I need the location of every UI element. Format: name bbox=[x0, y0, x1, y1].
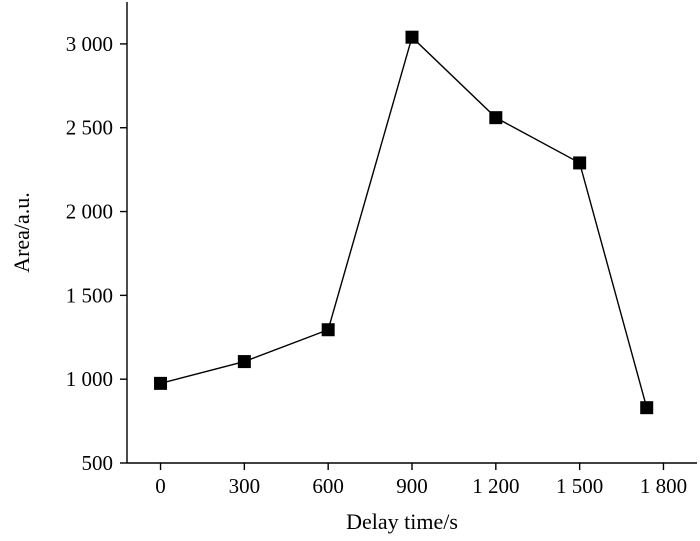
y-tick-label: 2 000 bbox=[66, 200, 113, 224]
y-axis-title: Area/a.u. bbox=[9, 192, 34, 273]
x-axis-title: Delay time/s bbox=[346, 509, 458, 534]
data-point-marker bbox=[405, 30, 419, 44]
data-point-marker bbox=[154, 376, 168, 390]
y-tick-label: 500 bbox=[82, 451, 114, 475]
y-tick-label: 1 000 bbox=[66, 367, 113, 391]
data-point-marker bbox=[640, 401, 654, 415]
data-point-marker bbox=[489, 111, 503, 125]
y-tick-label: 3 000 bbox=[66, 32, 113, 56]
plot-area bbox=[154, 30, 654, 415]
x-axis-ticks: 0 300 600 900 1 200 1 500 1 800 bbox=[155, 463, 687, 498]
x-tick-label: 1 500 bbox=[556, 474, 603, 498]
data-point-marker bbox=[573, 156, 587, 170]
x-tick-label: 900 bbox=[396, 474, 428, 498]
x-tick-label: 1 800 bbox=[640, 474, 687, 498]
x-tick-label: 1 200 bbox=[472, 474, 519, 498]
y-axis-ticks: 500 1 000 1 500 2 000 2 500 3 000 bbox=[66, 32, 127, 475]
series-line bbox=[160, 35, 648, 408]
y-tick-label: 2 500 bbox=[66, 116, 113, 140]
x-tick-label: 300 bbox=[229, 474, 261, 498]
axes bbox=[126, 2, 697, 464]
data-point-marker bbox=[321, 323, 335, 337]
y-tick-label: 1 500 bbox=[66, 283, 113, 307]
x-tick-label: 600 bbox=[312, 474, 344, 498]
data-point-marker bbox=[237, 355, 251, 369]
x-tick-label: 0 bbox=[155, 474, 166, 498]
